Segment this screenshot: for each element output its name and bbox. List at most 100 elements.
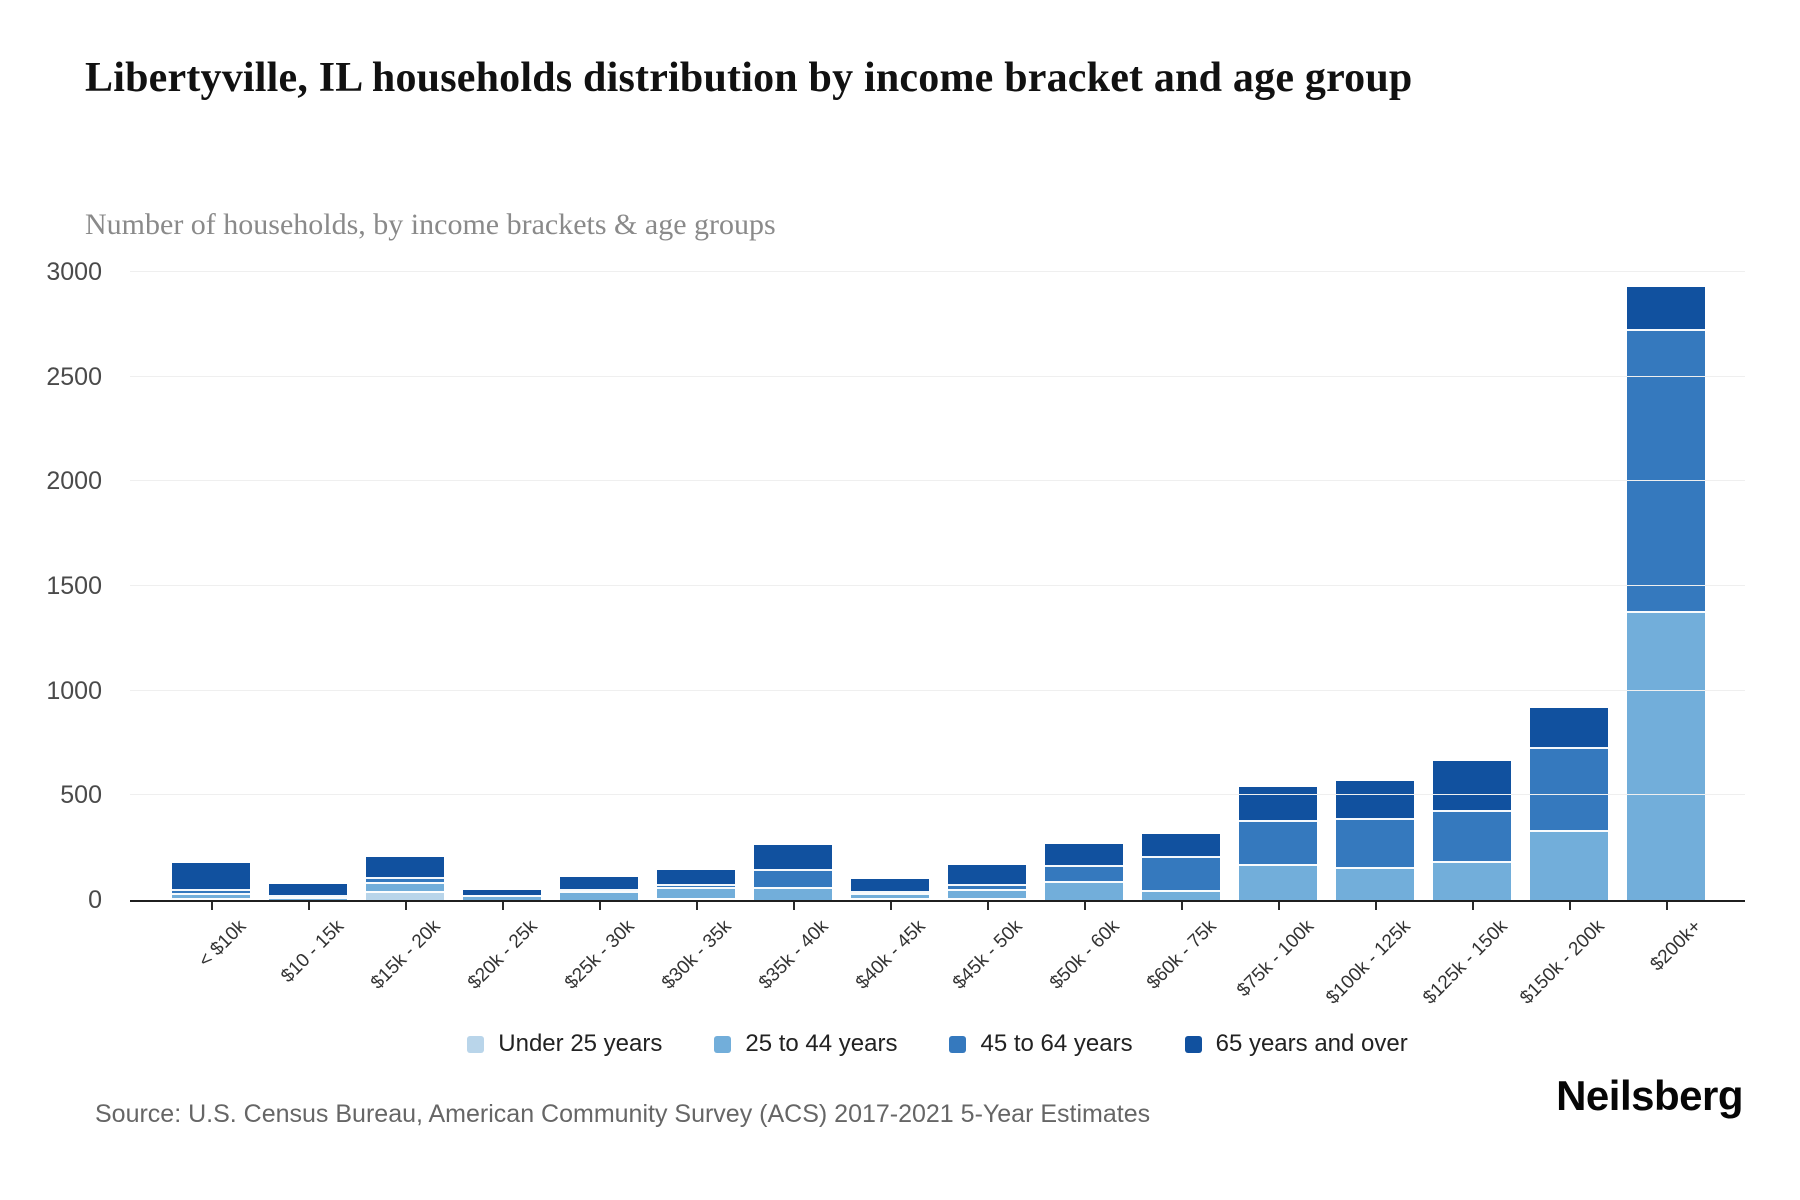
gridline xyxy=(130,271,1745,272)
bar-segment-65-years-and-over[interactable] xyxy=(657,869,735,885)
chart-title: Libertyville, IL households distribution… xyxy=(85,55,1413,101)
x-axis-tick xyxy=(696,902,698,910)
bar-segment-45-to-64-years[interactable] xyxy=(948,884,1026,889)
bar-segment-65-years-and-over[interactable] xyxy=(851,879,929,891)
bar-segment-45-to-64-years[interactable] xyxy=(269,894,347,897)
bar-segment-65-years-and-over[interactable] xyxy=(948,864,1026,885)
bar-segment-45-to-64-years[interactable] xyxy=(560,888,638,891)
bar-segment-25-to-44-years[interactable] xyxy=(172,892,250,898)
bar-segment-65-years-and-over[interactable] xyxy=(1045,843,1123,866)
x-axis-tick xyxy=(1375,902,1377,910)
x-axis-label: $10 - 15k xyxy=(276,916,348,987)
bar-segment-65-years-and-over[interactable] xyxy=(560,877,638,889)
x-axis-label: $40k - 45k xyxy=(852,916,930,994)
y-axis-tick-label: 0 xyxy=(88,886,102,914)
bar-segment-25-to-44-years[interactable] xyxy=(1142,889,1220,900)
bar-segment-45-to-64-years[interactable] xyxy=(1142,856,1220,890)
bar-column: $25k - 30k xyxy=(560,272,639,994)
y-axis: 0 500 1000 1500 2000 2500 3000 xyxy=(0,258,112,914)
chart-subtitle: Number of households, by income brackets… xyxy=(85,208,776,241)
bar-segment-45-to-64-years[interactable] xyxy=(1530,747,1608,830)
bar-segment-65-years-and-over[interactable] xyxy=(1239,786,1317,821)
x-axis-tick xyxy=(1278,902,1280,910)
x-axis-tick xyxy=(211,902,213,910)
bar-segment-45-to-64-years[interactable] xyxy=(1336,818,1414,867)
x-axis-label: $20k - 25k xyxy=(464,916,542,994)
bar-segment-65-years-and-over[interactable] xyxy=(754,844,832,869)
y-axis-tick-label: 1000 xyxy=(46,676,102,705)
bar-segment-65-years-and-over[interactable] xyxy=(366,857,444,878)
bar-segment-65-years-and-over[interactable] xyxy=(1627,286,1705,329)
gridline xyxy=(130,689,1745,691)
bar-segment-25-to-44-years[interactable] xyxy=(1045,881,1123,900)
bar-column: $10 - 15k xyxy=(269,272,348,987)
bar-segment-25-to-44-years[interactable] xyxy=(948,888,1026,898)
bar-column: $40k - 45k xyxy=(851,272,930,994)
bar-segment-25-to-44-years[interactable] xyxy=(1433,861,1511,900)
x-axis-tick xyxy=(1181,902,1183,910)
bar-segment-25-to-44-years[interactable] xyxy=(1530,829,1608,900)
bar-column: $30k - 35k xyxy=(657,272,736,994)
bar-column: $200k+ xyxy=(1627,272,1706,975)
x-axis-label: $15k - 20k xyxy=(367,916,445,994)
bar-column: $100k - 125k xyxy=(1322,272,1415,1009)
bar-segment-25-to-44-years[interactable] xyxy=(463,894,541,900)
bar-segment-65-years-and-over[interactable] xyxy=(1433,760,1511,810)
bar-segment-45-to-64-years[interactable] xyxy=(754,868,832,888)
legend-item-65-years-and-over[interactable]: 65 years and over xyxy=(1184,1030,1408,1058)
bar-segment-65-years-and-over[interactable] xyxy=(1142,834,1220,857)
bar-segment-65-years-and-over[interactable] xyxy=(1336,780,1414,819)
bar-segment-45-to-64-years[interactable] xyxy=(1239,820,1317,865)
bar-column: $75k - 100k xyxy=(1233,272,1318,1001)
x-axis-label: $45k - 50k xyxy=(949,916,1027,994)
bar-column: $20k - 25k xyxy=(463,272,542,994)
bar-segment-45-to-64-years[interactable] xyxy=(172,888,250,893)
x-axis-label: $125k - 150k xyxy=(1419,916,1512,1009)
bar-segment-25-to-44-years[interactable] xyxy=(754,887,832,900)
bar-segment-65-years-and-over[interactable] xyxy=(269,884,347,895)
bar-segment-under-25-years[interactable] xyxy=(948,898,1026,900)
x-axis-label: $35k - 40k xyxy=(755,916,833,994)
bar-segment-25-to-44-years[interactable] xyxy=(1627,611,1705,900)
bar-segment-under-25-years[interactable] xyxy=(366,890,444,900)
bar-segment-45-to-64-years[interactable] xyxy=(657,884,735,887)
bar-segment-45-to-64-years[interactable] xyxy=(366,877,444,883)
legend-label: 65 years and over xyxy=(1215,1030,1408,1057)
x-axis-label: $150k - 200k xyxy=(1516,916,1609,1009)
bar-segment-45-to-64-years[interactable] xyxy=(1045,865,1123,882)
legend-item-25-to-44-years[interactable]: 25 to 44 years xyxy=(714,1030,897,1058)
bar-column: $35k - 40k xyxy=(754,272,833,994)
bar-segment-under-25-years[interactable] xyxy=(172,897,250,900)
bar-segment-25-to-44-years[interactable] xyxy=(560,890,638,900)
bar-segment-45-to-64-years[interactable] xyxy=(1433,810,1511,862)
x-axis-tick xyxy=(1569,902,1571,910)
bar-segment-25-to-44-years[interactable] xyxy=(1336,866,1414,900)
bar-segment-65-years-and-over[interactable] xyxy=(463,889,541,895)
x-axis-tick xyxy=(793,902,795,910)
y-axis-tick-label: 2500 xyxy=(46,362,102,391)
bar-segment-65-years-and-over[interactable] xyxy=(172,863,250,889)
bar-segment-25-to-44-years[interactable] xyxy=(657,886,735,898)
bar-column: $50k - 60k xyxy=(1045,272,1124,994)
legend-swatch xyxy=(467,1035,485,1053)
bar-column: $45k - 50k xyxy=(948,272,1027,994)
bar-segment-25-to-44-years[interactable] xyxy=(1239,864,1317,900)
bar-segment-25-to-44-years[interactable] xyxy=(269,896,347,900)
x-axis-tick xyxy=(308,902,310,910)
bar-segment-25-to-44-years[interactable] xyxy=(851,892,929,898)
bar-segment-under-25-years[interactable] xyxy=(851,898,929,900)
legend-swatch xyxy=(1184,1035,1202,1053)
x-axis-label: $30k - 35k xyxy=(658,916,736,994)
x-axis-label: $100k - 125k xyxy=(1322,916,1415,1009)
source-note: Source: U.S. Census Bureau, American Com… xyxy=(95,1100,1151,1128)
bar-segment-25-to-44-years[interactable] xyxy=(366,882,444,891)
bar-column: $15k - 20k xyxy=(366,272,445,994)
bar-segment-45-to-64-years[interactable] xyxy=(1627,328,1705,612)
bar-segment-under-25-years[interactable] xyxy=(657,898,735,900)
y-axis-tick-label: 3000 xyxy=(46,258,102,286)
legend-item-under-25-years[interactable]: Under 25 years xyxy=(467,1030,662,1058)
bar-segment-65-years-and-over[interactable] xyxy=(1530,708,1608,748)
legend-item-45-to-64-years[interactable]: 45 to 64 years xyxy=(949,1030,1133,1058)
bar-segment-45-to-64-years[interactable] xyxy=(851,890,929,893)
legend-label: 25 to 44 years xyxy=(745,1030,898,1057)
